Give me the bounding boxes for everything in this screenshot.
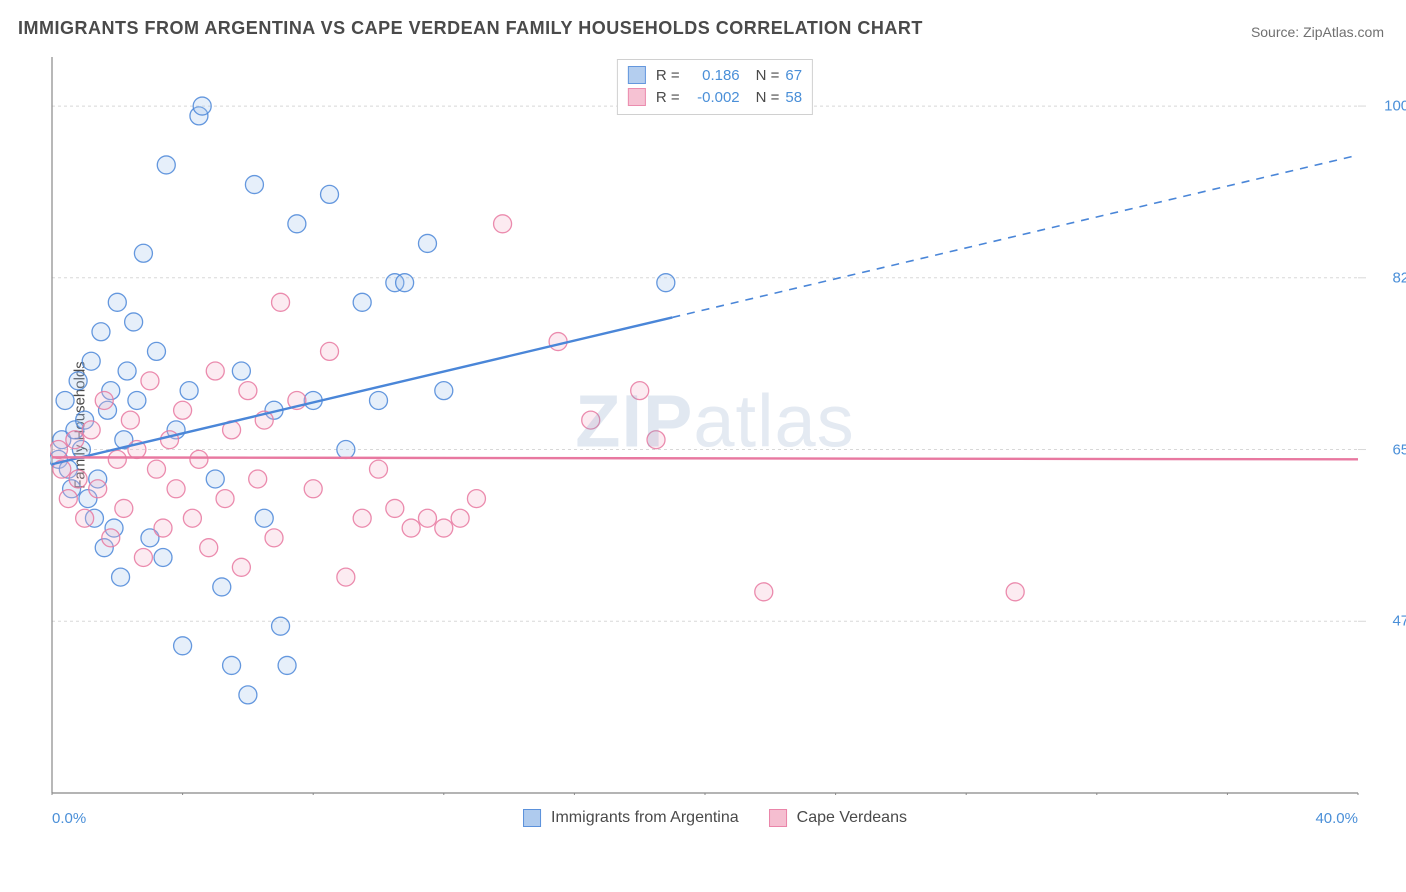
r-label: R =	[656, 89, 680, 106]
legend-swatch	[769, 809, 787, 827]
legend-item: Immigrants from Argentina	[523, 809, 739, 827]
scatter-chart-svg	[50, 55, 1380, 795]
legend-swatch	[628, 88, 646, 106]
legend-label: Cape Verdeans	[797, 809, 907, 827]
legend-item: Cape Verdeans	[769, 809, 907, 827]
r-value: 0.186	[686, 67, 740, 84]
y-tick-label: 47.5%	[1392, 613, 1406, 630]
chart-area: Family Households ZIPatlas R =0.186N =67…	[50, 55, 1380, 795]
correlation-legend: R = 0.186 N = 67 R = -0.002 N = 58	[617, 59, 813, 115]
chart-title: IMMIGRANTS FROM ARGENTINA VS CAPE VERDEA…	[18, 18, 923, 39]
n-label: N =	[756, 67, 780, 84]
x-tick-label: 40.0%	[1315, 810, 1358, 827]
source-link[interactable]: ZipAtlas.com	[1303, 24, 1384, 40]
r-label: R =	[656, 67, 680, 84]
x-tick-label: 0.0%	[52, 810, 86, 827]
legend-swatch	[523, 809, 541, 827]
n-value: 67	[785, 67, 802, 84]
legend-label: Immigrants from Argentina	[551, 809, 739, 827]
y-tick-label: 82.5%	[1392, 269, 1406, 286]
y-tick-label: 65.0%	[1392, 441, 1406, 458]
r-value: -0.002	[686, 89, 740, 106]
series-legend: Immigrants from Argentina Cape Verdeans	[523, 809, 907, 827]
y-tick-label: 100.0%	[1384, 98, 1406, 115]
legend-row: R = 0.186 N = 67	[628, 64, 802, 86]
source-label: Source:	[1251, 24, 1303, 40]
n-value: 58	[785, 89, 802, 106]
legend-row: R = -0.002 N = 58	[628, 86, 802, 108]
legend-swatch	[628, 66, 646, 84]
n-label: N =	[756, 89, 780, 106]
source-attribution: Source: ZipAtlas.com	[1251, 24, 1384, 40]
